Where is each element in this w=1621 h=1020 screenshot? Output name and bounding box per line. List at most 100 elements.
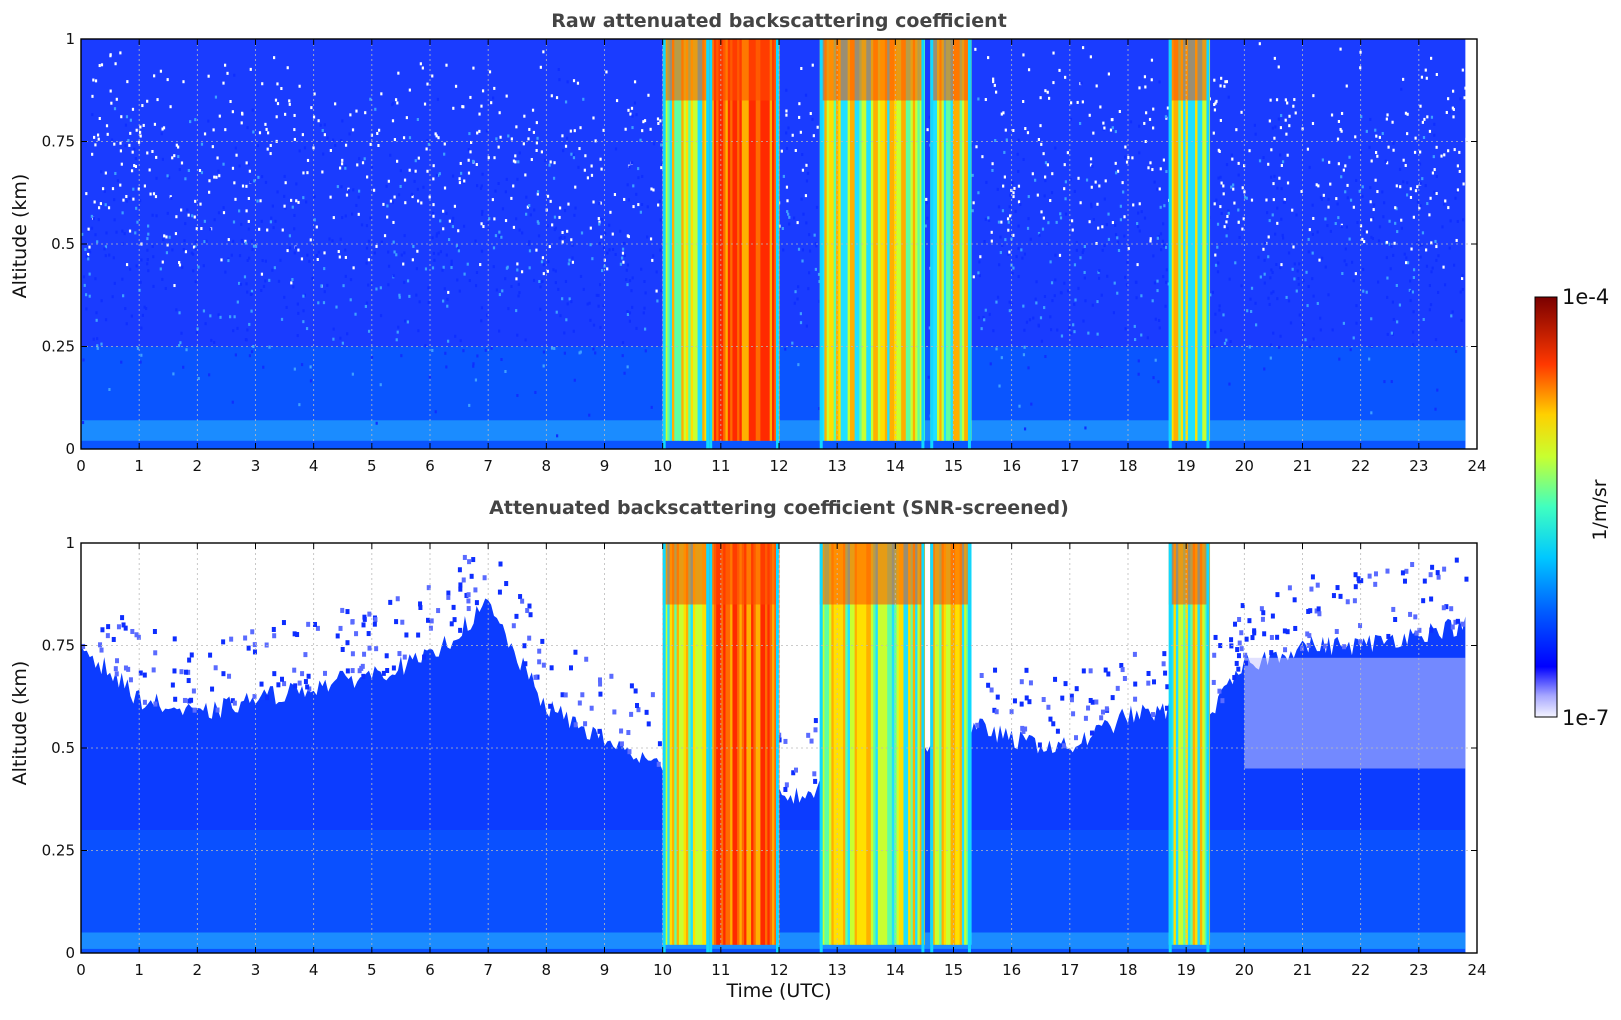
noise-pixel [1352, 336, 1355, 340]
noise-pixel [246, 290, 249, 294]
noise-pixel [459, 161, 462, 165]
noise-pixel [422, 185, 425, 189]
screened-pixel [323, 670, 328, 676]
x-tick-label: 6 [425, 457, 435, 475]
noise-pixel [814, 267, 817, 271]
noise-pixel [926, 128, 929, 132]
noise-pixel [1064, 180, 1068, 184]
noise-pixel [506, 265, 509, 269]
noise-pixel [1066, 151, 1069, 155]
noise-pixel [452, 216, 455, 220]
noise-pixel [1369, 117, 1372, 121]
noise-pixel [644, 349, 647, 353]
x-tick-label: 11 [711, 457, 730, 475]
noise-pixel [389, 199, 393, 203]
screened-pixel [354, 631, 359, 637]
cloud-column [873, 39, 877, 441]
noise-pixel [599, 157, 602, 161]
noise-pixel [1425, 248, 1428, 252]
cloud-column [774, 543, 778, 945]
noise-pixel [136, 346, 140, 350]
noise-pixel [564, 279, 568, 283]
noise-pixel [637, 203, 640, 207]
noise-pixel [443, 186, 447, 190]
noise-pixel [1449, 219, 1452, 223]
cloud-column [1171, 543, 1175, 945]
noise-pixel [1152, 107, 1155, 111]
noise-pixel [1414, 189, 1418, 193]
noise-pixel [1295, 213, 1298, 217]
x-tick-label: 17 [1060, 961, 1079, 979]
noise-pixel [436, 97, 440, 101]
noise-pixel [554, 281, 557, 285]
noise-pixel [1058, 253, 1062, 257]
noise-pixel [1302, 278, 1305, 282]
noise-pixel [182, 248, 185, 252]
raw-backscatter-panel: Raw attenuated backscattering coefficien… [9, 10, 1487, 475]
screened-pixel [1358, 639, 1363, 645]
noise-pixel [1008, 300, 1011, 304]
noise-pixel [1047, 96, 1051, 100]
cloud-column [829, 543, 832, 945]
screened-pixel [629, 683, 634, 689]
noise-pixel [1384, 159, 1387, 163]
noise-pixel [125, 194, 128, 198]
noise-pixel [1022, 304, 1025, 308]
noise-pixel [247, 196, 250, 200]
noise-pixel [402, 262, 405, 266]
cloud-top [930, 543, 971, 605]
noise-pixel [463, 272, 466, 276]
noise-pixel [159, 69, 163, 73]
screened-pixel [1069, 693, 1074, 699]
x-tick-label: 2 [193, 457, 203, 475]
noise-pixel [1025, 320, 1029, 324]
noise-pixel [454, 84, 458, 88]
noise-pixel [184, 177, 187, 181]
screened-pixel [306, 621, 311, 627]
noise-pixel [1372, 208, 1375, 212]
cloud-band [709, 39, 780, 449]
noise-pixel [175, 215, 178, 219]
noise-pixel [302, 320, 305, 324]
noise-pixel [1262, 247, 1265, 251]
noise-pixel [1254, 323, 1258, 327]
noise-pixel [1137, 372, 1140, 376]
noise-pixel [516, 333, 519, 337]
noise-pixel [1140, 210, 1143, 214]
noise-pixel [1038, 233, 1041, 237]
noise-pixel [1075, 248, 1078, 252]
screened-pixel [429, 618, 434, 624]
noise-pixel [998, 384, 1001, 388]
noise-pixel [291, 205, 294, 209]
noise-pixel [348, 132, 351, 136]
noise-pixel [550, 346, 554, 350]
noise-pixel [275, 115, 278, 119]
noise-pixel [1223, 225, 1226, 229]
noise-pixel [484, 348, 487, 352]
noise-pixel [579, 274, 583, 278]
screened-pixel [1053, 676, 1058, 682]
noise-pixel [1151, 168, 1154, 172]
noise-pixel [1116, 291, 1119, 295]
noise-pixel [110, 101, 113, 105]
noise-pixel [230, 253, 233, 257]
cloud-column [1192, 39, 1196, 441]
noise-pixel [457, 246, 460, 250]
screened-pixel [1074, 686, 1079, 692]
noise-pixel [996, 295, 1000, 299]
heatmap-plot-area: 0 1 2 3 4 5 6 7 8 9 10 11 12 13 14 15 16 17 18 19 20 21 22 23 24… [42, 534, 1487, 979]
noise-pixel [558, 78, 561, 82]
noise-pixel [516, 262, 519, 266]
noise-pixel [205, 239, 208, 243]
screened-pixel [272, 671, 277, 677]
x-axis-label: Time (UTC) [725, 980, 831, 1002]
screened-pixel [1217, 688, 1222, 694]
noise-pixel [1386, 276, 1389, 280]
noise-pixel [527, 137, 530, 141]
noise-pixel [190, 251, 193, 255]
noise-pixel [1003, 150, 1006, 154]
noise-pixel [195, 331, 199, 335]
cloud-column [1178, 39, 1182, 441]
noise-pixel [340, 185, 343, 189]
screened-pixel [292, 667, 297, 673]
